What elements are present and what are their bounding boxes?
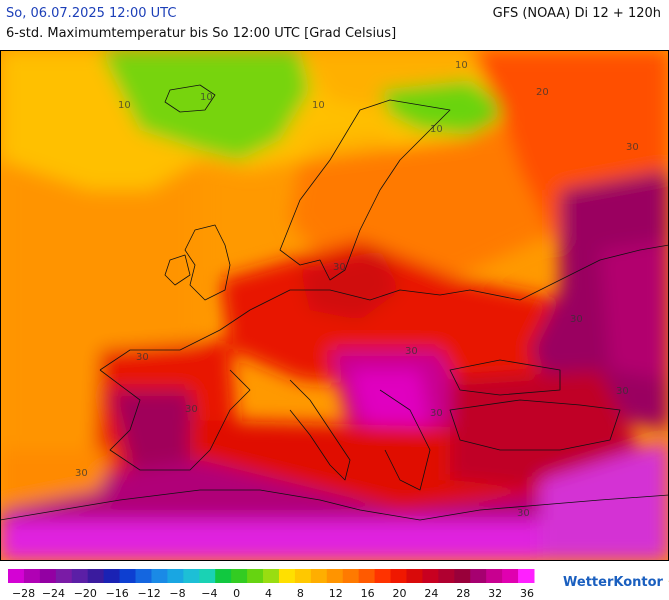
legend-swatch: [247, 569, 264, 583]
temperature-field: [0, 50, 669, 561]
legend-tick-label: 32: [488, 587, 502, 599]
legend-tick-label: 12: [329, 587, 343, 599]
logo-part-2: Kontor: [613, 575, 663, 590]
contour-label: 10: [455, 60, 468, 71]
legend-tick-label: −16: [106, 587, 129, 599]
legend-swatch: [55, 569, 73, 583]
legend-swatch: [374, 569, 392, 583]
legend-swatch: [518, 569, 535, 583]
legend-tick-label: 0: [233, 587, 240, 599]
legend-swatch: [310, 569, 328, 583]
legend-swatch: [39, 569, 57, 583]
legend-tick-label: 36: [520, 587, 534, 599]
contour-labels: 10 10 10 10 10 20 30 30 30 30 30 30 30 3…: [75, 60, 639, 519]
contour-label: 30: [405, 346, 418, 357]
legend-tick-label: −24: [42, 587, 65, 599]
legend-swatches: [8, 569, 535, 583]
legend-ticks: −28−24−20−16−12−8−40481216202428323640: [12, 587, 534, 599]
legend-swatch: [8, 569, 25, 583]
legend-swatch: [199, 569, 216, 583]
legend-swatch: [71, 569, 89, 583]
legend-swatch: [454, 569, 471, 583]
contour-label: 20: [536, 87, 549, 98]
subtitle: 6-std. Maximumtemperatur bis So 12:00 UT…: [6, 26, 397, 41]
legend-swatch: [438, 569, 455, 583]
contour-label: 30: [626, 142, 639, 153]
contour-label: 10: [118, 100, 131, 111]
legend-swatch: [151, 569, 168, 583]
legend-swatch: [263, 569, 280, 583]
legend-swatch: [215, 569, 232, 583]
legend-swatch: [119, 569, 137, 583]
legend-swatch: [358, 569, 376, 583]
contour-label: 30: [333, 262, 346, 273]
legend-swatch: [326, 569, 344, 583]
contour-label: 30: [570, 314, 583, 325]
legend-swatch: [342, 569, 360, 583]
contour-label: 30: [517, 508, 530, 519]
legend-tick-label: 8: [297, 587, 304, 599]
legend-swatch: [422, 569, 439, 583]
legend-swatch: [278, 569, 296, 583]
legend-tick-label: −4: [201, 587, 217, 599]
legend-tick-label: 20: [393, 587, 407, 599]
legend-tick-label: 28: [456, 587, 470, 599]
contour-label: 30: [75, 468, 88, 479]
legend-tick-label: 24: [424, 587, 438, 599]
legend-tick-label: −28: [12, 587, 35, 599]
legend-swatch: [406, 569, 423, 583]
contour-label: 10: [430, 124, 443, 135]
legend-tick-label: −8: [169, 587, 185, 599]
legend-swatch: [486, 569, 503, 583]
contour-label: 30: [136, 352, 149, 363]
color-legend: −28−24−20−16−12−8−40481216202428323640: [8, 569, 535, 599]
legend-swatch: [502, 569, 519, 583]
wetterkontor-logo: WetterKontor ☼: [563, 575, 669, 590]
contour-label: 30: [430, 408, 443, 419]
legend-swatch: [103, 569, 121, 583]
model-label: GFS (NOAA) Di 12 + 120h: [492, 6, 661, 21]
legend-swatch: [390, 569, 407, 583]
contour-label: 10: [312, 100, 325, 111]
legend-swatch: [23, 569, 41, 583]
legend-tick-label: 16: [361, 587, 375, 599]
legend-swatch: [183, 569, 200, 583]
legend-swatch: [231, 569, 248, 583]
logo-part-1: Wetter: [563, 575, 614, 590]
legend-swatch: [294, 569, 312, 583]
legend-swatch: [470, 569, 487, 583]
legend-swatch: [167, 569, 184, 583]
legend-tick-label: −12: [137, 587, 160, 599]
contour-label: 30: [185, 404, 198, 415]
contour-label: 10: [200, 92, 213, 103]
legend-tick-label: 4: [265, 587, 272, 599]
date-label: So, 06.07.2025 12:00 UTC: [6, 6, 177, 21]
legend-swatch: [87, 569, 105, 583]
coastlines: [0, 84, 669, 521]
legend-tick-label: −20: [74, 587, 97, 599]
contour-label: 30: [616, 386, 629, 397]
legend-swatch: [135, 569, 152, 583]
temperature-map: 10 10 10 10 10 20 30 30 30 30 30 30 30 3…: [0, 50, 669, 561]
